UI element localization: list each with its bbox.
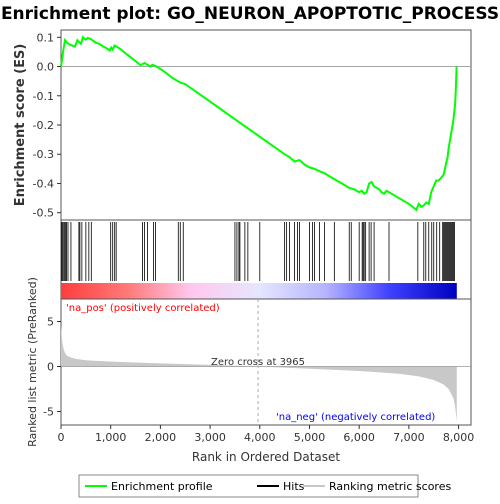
x-tick-label: 2,000	[145, 431, 177, 444]
ranked-ytick-label: 0	[47, 361, 54, 374]
legend-label: Enrichment profile	[111, 480, 213, 493]
es-ytick-label: -0.2	[33, 119, 54, 132]
chart-title: Enrichment plot: GO_NEURON_APOPTOTIC_PRO…	[1, 4, 499, 24]
ranked-ytick-label: 5	[47, 316, 54, 329]
legend-label: Hits	[283, 480, 305, 493]
es-ytick-label: -0.1	[33, 90, 54, 103]
ranked-ylabel: Ranked list metric (PreRanked)	[26, 277, 39, 447]
ranking-color-bar	[61, 283, 457, 299]
legend-box	[78, 474, 419, 498]
es-ytick-label: 0.1	[37, 31, 55, 44]
es-ylabel: Enrichment score (ES)	[13, 44, 28, 207]
ranked-ytick-label: -5	[43, 406, 54, 419]
x-tick-label: 5,000	[294, 431, 326, 444]
x-tick-label: 3,000	[194, 431, 226, 444]
zero-cross-label: Zero cross at 3965	[211, 357, 305, 368]
enrichment-profile-line	[60, 35, 458, 212]
es-ytick-label: -0.3	[33, 148, 54, 161]
es-ytick-label: 0.0	[37, 61, 55, 74]
x-tick-label: 8,000	[443, 431, 475, 444]
legend-label: Ranking metric scores	[329, 480, 451, 493]
negative-correlation-label: 'na_neg' (negatively correlated)	[276, 412, 435, 423]
positive-correlation-label: 'na_pos' (positively correlated)	[66, 303, 220, 314]
x-axis-label: Rank in Ordered Dataset	[192, 450, 340, 464]
x-tick-label: 1,000	[95, 431, 127, 444]
x-tick-label: 6,000	[343, 431, 375, 444]
es-ytick-label: -0.5	[33, 207, 54, 220]
es-panel-frame	[60, 29, 472, 221]
ranked-panel-frame	[60, 298, 472, 426]
x-tick-label: 0	[58, 431, 65, 444]
x-tick-label: 4,000	[244, 431, 276, 444]
x-tick-label: 7,000	[393, 431, 425, 444]
es-ytick-label: -0.4	[33, 177, 54, 190]
